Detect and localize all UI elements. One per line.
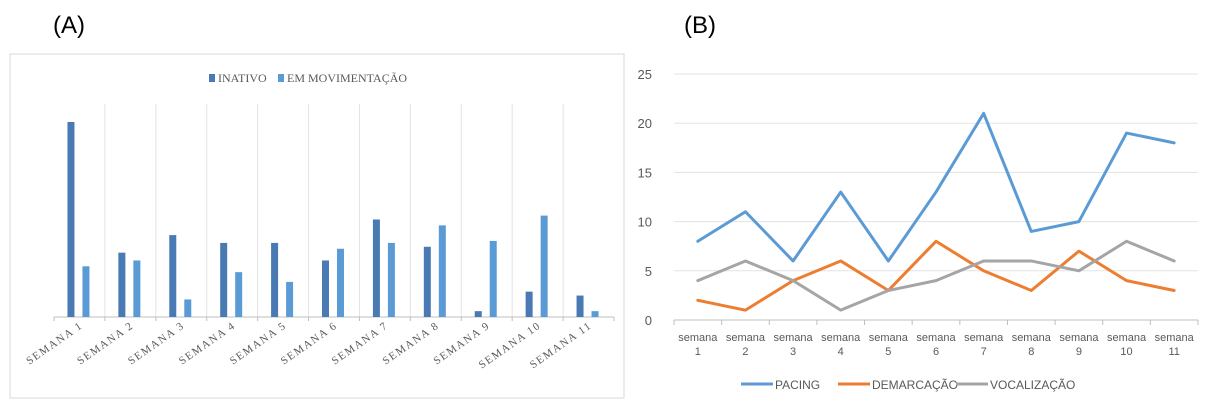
- line-series-demarcao: [696, 239, 1176, 312]
- y-tick-label: 0: [645, 313, 652, 328]
- x-tick-label: semana 6: [916, 332, 956, 358]
- bar-em-movimentacao-9: [489, 240, 497, 317]
- y-tick-label: 25: [638, 67, 652, 82]
- bar-em-movimentacao-2: [133, 260, 141, 317]
- x-tick-label: semana 10: [1107, 332, 1147, 358]
- bar-inativo-4: [220, 242, 228, 317]
- bar-em-movimentacao-1: [82, 266, 90, 317]
- y-tick-label: 10: [638, 215, 652, 230]
- bar-inativo-5: [271, 242, 279, 317]
- bar-inativo-1: [67, 122, 75, 317]
- bar-em-movimentacao-4: [235, 272, 243, 317]
- legend-swatch-em-movimentacao: [278, 74, 284, 82]
- y-tick-label: 5: [645, 264, 652, 279]
- legend-label-inativo: INATIVO: [218, 71, 267, 85]
- legend-swatch-inativo: [209, 74, 215, 82]
- bar-inativo-2: [118, 252, 126, 317]
- x-tick-label: semana 2: [726, 332, 766, 358]
- chart-a-border: [9, 53, 625, 399]
- bar-em-movimentacao-5: [286, 281, 294, 317]
- bar-em-movimentacao-7: [387, 242, 395, 317]
- legend-label-demarcao: DEMARCAÇÃO: [872, 378, 958, 392]
- x-tick-label: semana 7: [964, 332, 1004, 358]
- bar-inativo-6: [322, 260, 329, 317]
- line-series-vocalizao: [696, 239, 1176, 312]
- x-tick-label: semana 3: [774, 332, 814, 358]
- bar-inativo-8: [423, 246, 431, 317]
- x-tick-label: semana 4: [821, 332, 861, 358]
- x-tick-label: semana 1: [678, 332, 718, 358]
- x-tick-label: semana 9: [1059, 332, 1099, 358]
- bar-em-movimentacao-8: [438, 225, 446, 317]
- panel-b-label: (B): [684, 12, 716, 39]
- x-tick-label: semana 11: [1155, 332, 1195, 358]
- x-tick-label: semana 5: [869, 332, 909, 358]
- y-tick-label: 20: [638, 116, 652, 131]
- x-tick-label: semana 8: [1012, 332, 1052, 358]
- bar-em-movimentacao-11: [591, 311, 599, 317]
- line-series-pacing: [696, 111, 1176, 263]
- bar-inativo-11: [576, 295, 584, 317]
- bar-em-movimentacao-6: [337, 248, 344, 317]
- panel-a-label: (A): [53, 12, 85, 39]
- bar-em-movimentacao-3: [184, 299, 192, 317]
- legend-label-pacing: PACING: [775, 378, 820, 392]
- legend-label-vocalizao: VOCALIZAÇÃO: [990, 378, 1075, 392]
- bar-inativo-3: [169, 235, 177, 317]
- bar-inativo-9: [474, 311, 482, 317]
- bar-inativo-7: [372, 219, 380, 317]
- y-tick-label: 15: [638, 165, 652, 180]
- bar-inativo-10: [525, 291, 533, 317]
- bar-em-movimentacao-10: [540, 215, 548, 317]
- legend-label-em-movimentacao: EM MOVIMENTAÇÃO: [287, 71, 407, 85]
